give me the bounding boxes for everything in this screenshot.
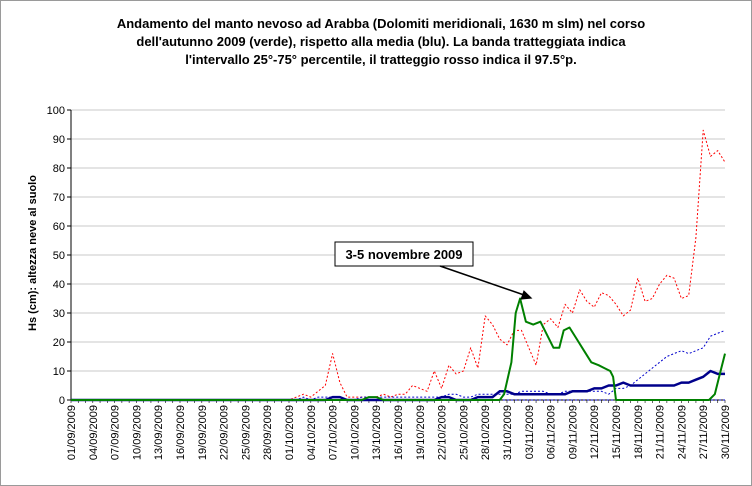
annotation-arrow-head — [520, 290, 533, 300]
y-tick-label-80: 80 — [53, 163, 65, 175]
x-tick-label-25/09/2009: 25/09/2009 — [240, 405, 252, 460]
y-tick-label-70: 70 — [53, 192, 65, 204]
x-tick-label-16/09/2009: 16/09/2009 — [175, 405, 187, 460]
x-tick-label-31/10/2009: 31/10/2009 — [502, 405, 514, 460]
x-tick-label-04/09/2009: 04/09/2009 — [88, 405, 100, 460]
x-tick-label-28/10/2009: 28/10/2009 — [480, 405, 492, 460]
y-axis-label: Hs (cm): altezza neve al suolo — [27, 175, 39, 331]
x-tick-label-12/11/2009: 12/11/2009 — [589, 405, 601, 459]
y-tick-label-40: 40 — [53, 279, 65, 291]
chart-title-line-1: Andamento del manto nevoso ad Arabba (Do… — [116, 16, 646, 31]
chart-title-line-3: l'intervallo 25°-75° percentile, il trat… — [185, 52, 577, 67]
x-tick-label-22/10/2009: 22/10/2009 — [437, 405, 449, 460]
y-tick-label-100: 100 — [47, 105, 65, 117]
annotation-text: 3-5 novembre 2009 — [345, 247, 462, 262]
x-tick-label-07/09/2009: 07/09/2009 — [110, 405, 122, 460]
x-tick-label-25/10/2009: 25/10/2009 — [458, 405, 470, 460]
x-tick-label-27/11/2009: 27/11/2009 — [698, 405, 710, 459]
x-tick-label-30/11/2009: 30/11/2009 — [720, 405, 732, 459]
y-tick-label-10: 10 — [53, 366, 65, 378]
series-lines — [71, 129, 726, 402]
chart-title-line-2: dell'autunno 2009 (verde), rispetto alla… — [136, 34, 626, 49]
x-tick-label-22/09/2009: 22/09/2009 — [219, 405, 231, 460]
annotation-box — [334, 241, 474, 267]
x-tick-label-10/09/2009: 10/09/2009 — [131, 405, 143, 460]
chart-title: Andamento del manto nevoso ad Arabba (Do… — [41, 15, 721, 69]
x-tick-label-28/09/2009: 28/09/2009 — [262, 405, 274, 460]
x-tick-label-01/09/2009: 01/09/2009 — [66, 405, 78, 460]
x-tick-label-16/10/2009: 16/10/2009 — [393, 405, 405, 460]
x-tick-label-24/11/2009: 24/11/2009 — [676, 405, 688, 459]
y-tick-labels: 0 10 20 30 40 50 60 70 80 90 100 — [47, 105, 65, 407]
series-line-p75 — [71, 329, 726, 401]
x-tick-label-06/11/2009: 06/11/2009 — [546, 405, 558, 459]
y-tick-label-60: 60 — [53, 221, 65, 233]
y-tick-label-50: 50 — [53, 250, 65, 262]
y-tick-label-0: 0 — [59, 395, 65, 407]
x-tick-label-21/11/2009: 21/11/2009 — [655, 405, 667, 459]
x-tick-label-19/10/2009: 19/10/2009 — [415, 405, 427, 460]
y-tick-label-90: 90 — [53, 134, 65, 146]
series-line-media — [71, 369, 725, 402]
x-tick-label-04/10/2009: 04/10/2009 — [306, 405, 318, 460]
x-tick-label-15/11/2009: 15/11/2009 — [611, 405, 623, 459]
y-tick-label-30: 30 — [53, 308, 65, 320]
series-line-autunno2009 — [71, 297, 726, 401]
x-tick-label-10/10/2009: 10/10/2009 — [349, 405, 361, 460]
x-tick-label-09/11/2009: 09/11/2009 — [567, 405, 579, 459]
y-tick-label-20: 20 — [53, 337, 65, 349]
x-tick-label-07/10/2009: 07/10/2009 — [328, 405, 340, 460]
x-tick-label-01/10/2009: 01/10/2009 — [284, 405, 296, 460]
x-tick-label-03/11/2009: 03/11/2009 — [524, 405, 536, 459]
x-tick-label-18/11/2009: 18/11/2009 — [633, 405, 645, 459]
annotation-arrow-shaft — [439, 265, 529, 298]
annotation: 3-5 novembre 2009 — [334, 241, 533, 300]
x-tick-label-13/10/2009: 13/10/2009 — [371, 405, 383, 460]
gridlines — [71, 109, 725, 372]
x-tick-label-19/09/2009: 19/09/2009 — [197, 405, 209, 460]
x-tick-label-13/09/2009: 13/09/2009 — [153, 405, 165, 460]
x-tick-labels: 01/09/2009 04/09/2009 07/09/2009 10/09/2009… — [66, 405, 732, 460]
